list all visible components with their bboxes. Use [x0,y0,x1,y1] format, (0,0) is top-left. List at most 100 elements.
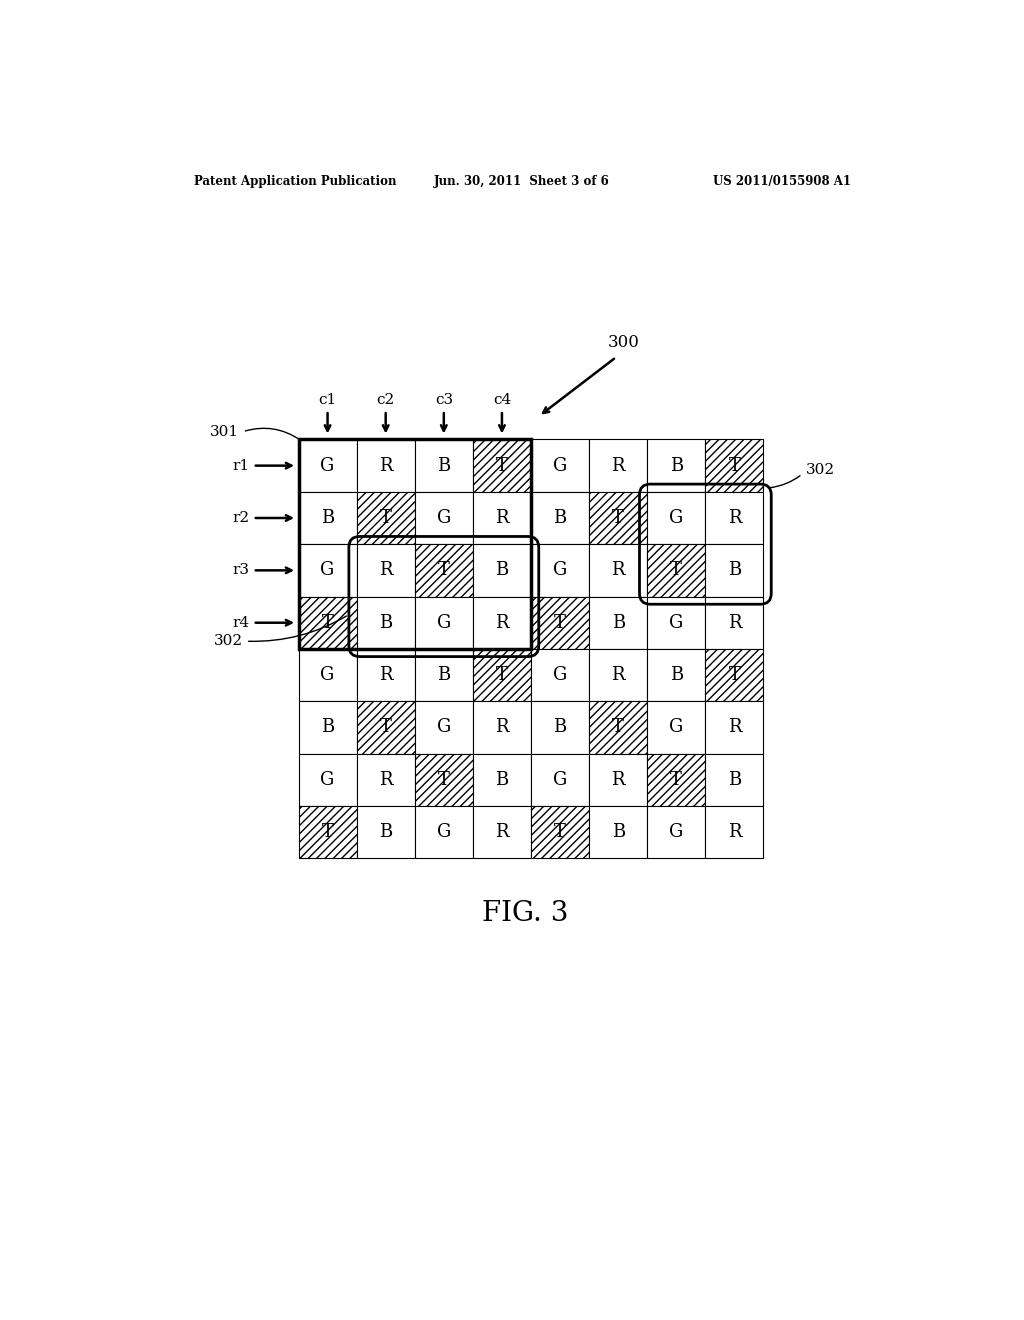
Text: T: T [554,824,566,841]
Bar [589,492,647,544]
Text: G: G [553,561,567,579]
Text: R: R [611,457,625,475]
Text: T: T [380,718,391,737]
Text: R: R [611,667,625,684]
Bar [299,440,531,649]
Text: R: R [379,667,392,684]
Bar [473,649,531,701]
Text: T: T [728,457,740,475]
Text: T: T [322,824,334,841]
Text: G: G [553,667,567,684]
Bar [647,807,706,858]
Bar [415,807,473,858]
Bar [706,597,764,649]
Bar [531,597,589,649]
Text: r4: r4 [232,615,250,630]
Bar [356,754,415,807]
Bar [356,544,415,597]
Bar [299,492,356,544]
Bar [531,649,589,701]
Text: B: B [496,561,509,579]
Bar [415,754,473,807]
Bar [706,440,764,492]
Text: 302: 302 [806,463,836,478]
Bar [647,649,706,701]
Bar [706,492,764,544]
Bar [531,544,589,597]
Text: R: R [728,614,741,632]
Text: c3: c3 [435,393,453,407]
Text: G: G [321,457,335,475]
Bar [589,807,647,858]
Text: R: R [379,457,392,475]
Bar [589,440,647,492]
Bar [299,440,356,492]
Bar [647,440,706,492]
Bar [415,440,473,492]
Text: R: R [728,718,741,737]
Bar [356,649,415,701]
Text: B: B [611,824,625,841]
Bar [473,807,531,858]
Bar [473,597,531,649]
Text: R: R [379,771,392,789]
Text: G: G [321,667,335,684]
Text: G: G [436,824,451,841]
Text: T: T [612,510,624,527]
Text: T: T [554,614,566,632]
Bar [706,701,764,754]
Bar [647,597,706,649]
Bar [531,701,589,754]
Text: R: R [496,614,509,632]
Bar [647,492,706,544]
Bar [299,649,356,701]
Text: G: G [670,824,683,841]
Bar [356,807,415,858]
Text: G: G [436,718,451,737]
Bar [706,754,764,807]
Text: B: B [379,824,392,841]
Text: G: G [321,561,335,579]
Text: B: B [728,771,741,789]
Text: T: T [438,771,450,789]
Bar [299,597,356,649]
Bar [299,807,356,858]
Text: c2: c2 [377,393,395,407]
Bar [415,597,473,649]
Text: G: G [553,771,567,789]
Text: B: B [496,771,509,789]
Text: US 2011/0155908 A1: US 2011/0155908 A1 [713,176,851,189]
Text: R: R [496,824,509,841]
Bar [356,701,415,754]
Bar [473,492,531,544]
Text: T: T [380,510,391,527]
Text: R: R [379,561,392,579]
Bar [647,701,706,754]
Text: T: T [496,667,508,684]
Text: T: T [671,561,682,579]
Bar [531,440,589,492]
Bar [589,649,647,701]
Text: G: G [321,771,335,789]
Text: 302: 302 [214,634,243,648]
Text: Patent Application Publication: Patent Application Publication [194,176,396,189]
Text: B: B [321,510,334,527]
Bar [531,807,589,858]
Text: T: T [322,614,334,632]
Bar [589,597,647,649]
Text: r3: r3 [232,564,250,577]
Text: B: B [437,457,451,475]
Text: G: G [670,510,683,527]
Text: G: G [436,510,451,527]
Text: B: B [670,457,683,475]
Bar [647,544,706,597]
Bar [415,701,473,754]
Bar [299,544,356,597]
Text: R: R [728,824,741,841]
Text: 301: 301 [210,425,239,438]
Text: G: G [553,457,567,475]
Text: 300: 300 [608,334,640,351]
Bar [589,544,647,597]
Bar [415,544,473,597]
Text: B: B [728,561,741,579]
